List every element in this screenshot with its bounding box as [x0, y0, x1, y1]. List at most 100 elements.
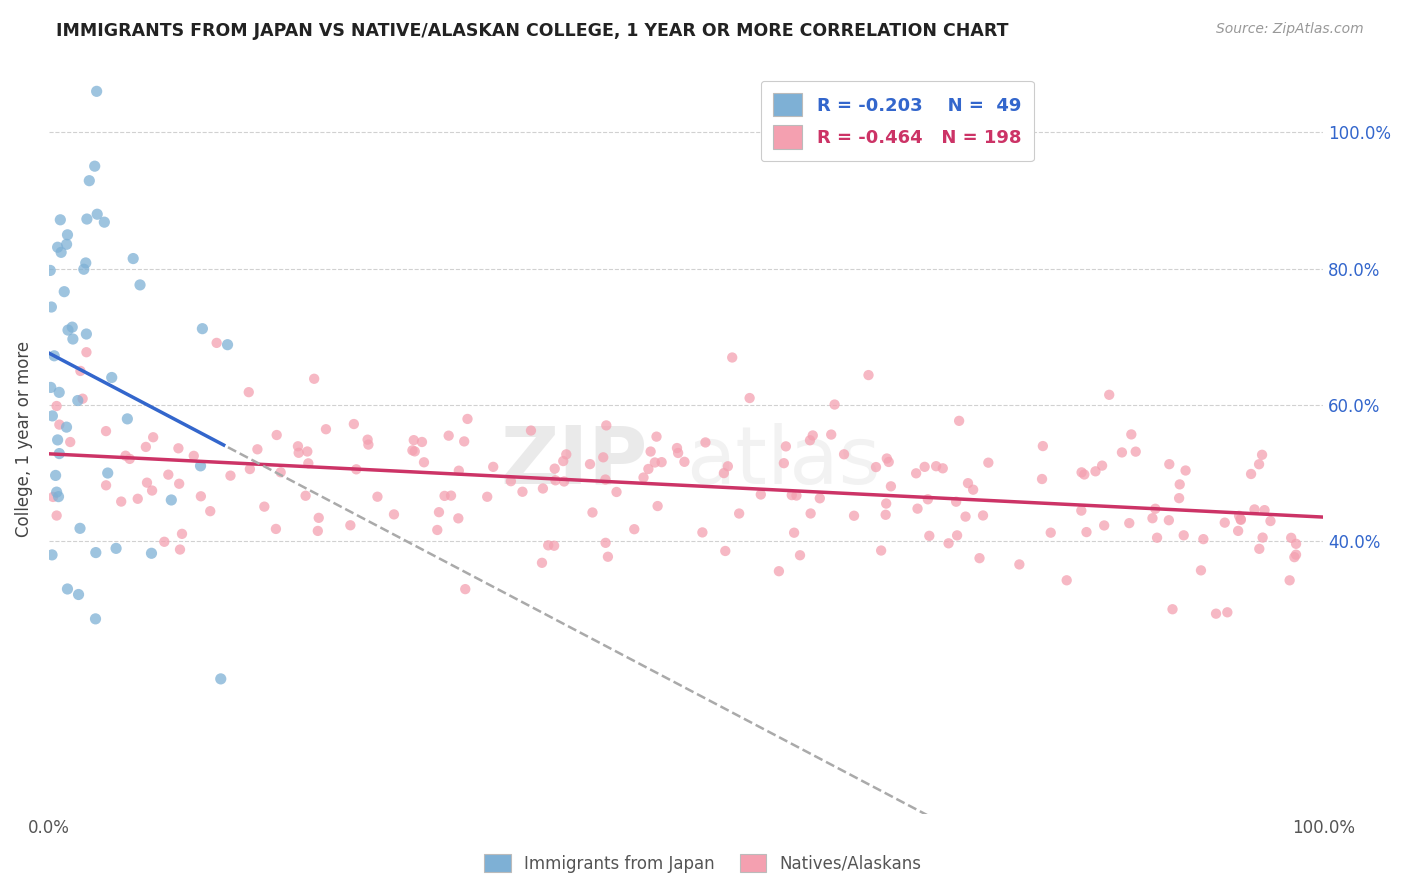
Point	[783, 525, 806, 540]
Point	[800, 507, 823, 521]
Point	[45, 468, 67, 483]
Point	[1084, 464, 1107, 478]
Point	[1146, 531, 1168, 545]
Point	[93, 215, 115, 229]
Point	[1279, 531, 1302, 545]
Point	[977, 456, 1000, 470]
Point	[1205, 607, 1227, 621]
Point	[477, 490, 499, 504]
Point	[1070, 503, 1092, 517]
Point	[520, 424, 543, 438]
Point	[114, 449, 136, 463]
Point	[141, 483, 163, 498]
Point	[59, 435, 82, 450]
Point	[136, 475, 159, 490]
Point	[1056, 574, 1078, 588]
Point	[41, 409, 63, 423]
Point	[1249, 541, 1271, 556]
Point	[142, 430, 165, 444]
Point	[56, 582, 79, 596]
Point	[169, 542, 191, 557]
Point	[1073, 467, 1095, 482]
Point	[877, 455, 900, 469]
Point	[69, 521, 91, 535]
Point	[117, 412, 139, 426]
Point	[695, 435, 717, 450]
Point	[357, 437, 380, 451]
Point	[308, 511, 330, 525]
Point	[402, 433, 425, 447]
Point	[1230, 513, 1253, 527]
Point	[238, 385, 260, 400]
Point	[858, 368, 880, 382]
Point	[167, 442, 190, 456]
Point	[266, 428, 288, 442]
Point	[938, 536, 960, 550]
Point	[553, 454, 575, 468]
Point	[1161, 602, 1184, 616]
Point	[157, 467, 180, 482]
Point	[86, 84, 108, 98]
Point	[447, 511, 470, 525]
Point	[666, 441, 689, 455]
Point	[413, 455, 436, 469]
Point	[307, 524, 329, 538]
Point	[100, 370, 122, 384]
Point	[969, 551, 991, 566]
Point	[972, 508, 994, 523]
Point	[482, 459, 505, 474]
Point	[499, 474, 522, 488]
Point	[287, 446, 309, 460]
Point	[1111, 445, 1133, 459]
Point	[48, 385, 70, 400]
Point	[1168, 477, 1191, 491]
Point	[343, 417, 366, 431]
Point	[1159, 457, 1181, 471]
Point	[595, 536, 617, 550]
Point	[48, 490, 70, 504]
Point	[1251, 531, 1274, 545]
Point	[110, 494, 132, 508]
Point	[339, 518, 361, 533]
Point	[411, 434, 433, 449]
Point	[768, 564, 790, 578]
Point	[437, 428, 460, 442]
Point	[46, 240, 69, 254]
Point	[1216, 605, 1239, 619]
Point	[553, 475, 575, 489]
Point	[1227, 524, 1250, 538]
Point	[1189, 563, 1212, 577]
Point	[44, 349, 66, 363]
Point	[191, 321, 214, 335]
Point	[67, 587, 90, 601]
Point	[1098, 388, 1121, 402]
Point	[1118, 516, 1140, 530]
Point	[270, 465, 292, 479]
Point	[382, 508, 405, 522]
Point	[644, 455, 666, 469]
Point	[717, 459, 740, 474]
Point	[366, 490, 388, 504]
Point	[183, 449, 205, 463]
Point	[94, 478, 117, 492]
Legend: R = -0.203    N =  49, R = -0.464   N = 198: R = -0.203 N = 49, R = -0.464 N = 198	[761, 80, 1033, 161]
Point	[738, 391, 761, 405]
Point	[83, 159, 105, 173]
Point	[48, 446, 70, 460]
Point	[595, 418, 617, 433]
Point	[876, 451, 898, 466]
Point	[94, 424, 117, 438]
Point	[46, 433, 69, 447]
Point	[808, 491, 831, 506]
Point	[56, 323, 79, 337]
Point	[45, 485, 67, 500]
Point	[832, 447, 855, 461]
Point	[39, 380, 62, 394]
Point	[264, 522, 287, 536]
Point	[141, 546, 163, 560]
Point	[49, 245, 72, 260]
Point	[404, 444, 426, 458]
Point	[239, 462, 262, 476]
Point	[1142, 511, 1164, 525]
Point	[714, 544, 737, 558]
